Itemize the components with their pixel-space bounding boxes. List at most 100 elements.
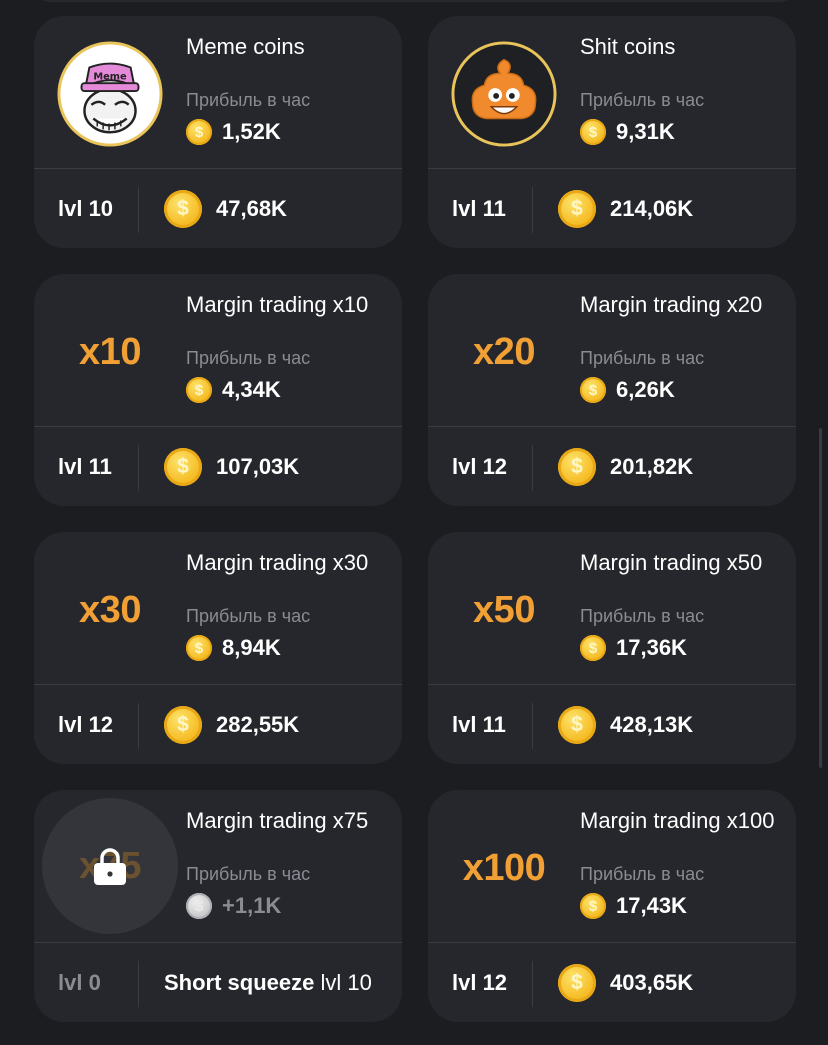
upgrade-price[interactable]: $ 107,03K xyxy=(164,427,299,506)
profit-row: $ 4,34K xyxy=(186,376,281,404)
card-title: Margin trading x100 xyxy=(580,808,775,833)
coin-icon: $ xyxy=(186,635,212,661)
vertical-divider xyxy=(532,445,533,491)
profit-value: 17,36K xyxy=(616,635,687,660)
level-label: lvl 12 xyxy=(452,969,508,995)
divider xyxy=(34,168,402,169)
coin-icon: $ xyxy=(580,377,606,403)
multiplier-label: x20 xyxy=(473,330,535,373)
upgrade-card-margin-x30[interactable]: x30 Margin trading x30 Прибыль в час $ 8… xyxy=(34,532,402,764)
profit-per-hour-label: Прибыль в час xyxy=(580,90,705,110)
coin-icon: $ xyxy=(186,377,212,403)
vertical-divider xyxy=(138,445,139,491)
profit-value: 17,43K xyxy=(616,893,687,918)
upgrade-card-margin-x20[interactable]: x20 Margin trading x20 Прибыль в час $ 6… xyxy=(428,274,796,506)
upgrade-price[interactable]: $ 428,13K xyxy=(558,685,693,764)
coin-icon: $ xyxy=(164,705,202,744)
vertical-divider xyxy=(532,187,533,233)
profit-row: $ 9,31K xyxy=(580,118,675,146)
upgrade-price[interactable]: $ 214,06K xyxy=(558,169,693,248)
card-title: Margin trading x20 xyxy=(580,292,763,317)
card-title: Margin trading x75 xyxy=(186,808,369,833)
multiplier-label: x50 xyxy=(473,588,535,631)
upgrade-card-margin-x75-locked[interactable]: x75 Margin trading x75 Прибыль в час $ +… xyxy=(34,790,402,1022)
coin-icon: $ xyxy=(558,705,596,744)
divider xyxy=(34,426,402,427)
level-label: lvl 11 xyxy=(452,711,506,737)
divider xyxy=(34,684,402,685)
multiplier-icon: x20 xyxy=(450,298,558,406)
multiplier-icon: x10 xyxy=(56,298,164,406)
poop-emoji-icon xyxy=(451,41,557,147)
meme-hat-label: Meme xyxy=(93,71,127,82)
card-title: Margin trading x30 xyxy=(186,550,369,575)
upgrade-card-meme-coins[interactable]: Meme Meme coins Прибыль в час $ 1,52K lv… xyxy=(34,16,402,248)
profit-per-hour-label: Прибыль в час xyxy=(186,864,311,884)
upgrade-card-margin-x50[interactable]: x50 Margin trading x50 Прибыль в час $ 1… xyxy=(428,532,796,764)
previous-card-edge xyxy=(34,0,796,2)
price-value: 282,55K xyxy=(216,711,300,737)
upgrade-price[interactable]: $ 282,55K xyxy=(164,685,299,764)
scrollbar[interactable] xyxy=(819,428,822,768)
vertical-divider xyxy=(138,961,139,1007)
upgrade-price[interactable]: $ 47,68K xyxy=(164,169,287,248)
vertical-divider xyxy=(138,187,139,233)
requirement-card-name: Short squeeze xyxy=(164,969,315,995)
coin-icon: $ xyxy=(558,189,596,228)
profit-per-hour-label: Прибыль в час xyxy=(186,606,311,626)
profit-row: $ +1,1K xyxy=(186,892,281,920)
divider xyxy=(428,426,796,427)
meme-coins-icon: Meme xyxy=(56,40,164,148)
multiplier-icon: x30 xyxy=(56,556,164,664)
level-label: lvl 0 xyxy=(58,969,101,995)
upgrade-card-margin-x100[interactable]: x100 Margin trading x100 Прибыль в час $… xyxy=(428,790,796,1022)
profit-per-hour-label: Прибыль в час xyxy=(186,348,311,368)
profit-per-hour-label: Прибыль в час xyxy=(580,348,705,368)
grey-coin-icon: $ xyxy=(186,893,212,919)
multiplier-icon: x50 xyxy=(450,556,558,664)
requirement-level: lvl 10 xyxy=(320,969,372,995)
multiplier-label: x10 xyxy=(79,330,141,373)
vertical-divider xyxy=(138,703,139,749)
profit-per-hour-label: Прибыль в час xyxy=(186,90,311,110)
card-title: Margin trading x50 xyxy=(580,550,763,575)
coin-icon: $ xyxy=(164,189,202,228)
divider xyxy=(34,942,402,943)
coin-icon: $ xyxy=(558,447,596,486)
profit-row: $ 1,52K xyxy=(186,118,281,146)
coin-icon: $ xyxy=(558,963,596,1002)
shit-coins-icon xyxy=(450,40,558,148)
lock-icon xyxy=(92,846,128,891)
multiplier-icon: x100 xyxy=(450,814,558,922)
level-label: lvl 12 xyxy=(58,711,114,737)
upgrade-card-shit-coins[interactable]: Shit coins Прибыль в час $ 9,31K lvl 11 … xyxy=(428,16,796,248)
price-value: 428,13K xyxy=(610,711,694,737)
profit-value: 6,26K xyxy=(616,377,675,402)
profit-value: 9,31K xyxy=(616,119,675,144)
profit-value: 4,34K xyxy=(222,377,281,402)
card-title: Margin trading x10 xyxy=(186,292,369,317)
profit-per-hour-label: Прибыль в час xyxy=(580,606,705,626)
level-label: lvl 12 xyxy=(452,453,508,479)
profit-row: $ 6,26K xyxy=(580,376,675,404)
locked-multiplier-icon: x75 xyxy=(42,798,178,934)
profit-row: $ 17,43K xyxy=(580,892,687,920)
coin-icon: $ xyxy=(580,635,606,661)
vertical-divider xyxy=(532,703,533,749)
vertical-divider xyxy=(532,961,533,1007)
upgrade-price[interactable]: $ 403,65K xyxy=(558,943,693,1022)
level-label: lvl 11 xyxy=(452,195,506,221)
card-title: Meme coins xyxy=(186,34,305,59)
troll-face-meme-icon: Meme xyxy=(57,41,163,147)
upgrade-card-margin-x10[interactable]: x10 Margin trading x10 Прибыль в час $ 4… xyxy=(34,274,402,506)
divider xyxy=(428,942,796,943)
profit-row: $ 8,94K xyxy=(186,634,281,662)
level-label: lvl 11 xyxy=(58,453,112,479)
profit-row: $ 17,36K xyxy=(580,634,687,662)
profit-value: 8,94K xyxy=(222,635,281,660)
card-title: Shit coins xyxy=(580,34,676,59)
divider xyxy=(428,168,796,169)
price-value: 403,65K xyxy=(610,969,694,995)
upgrade-price[interactable]: $ 201,82K xyxy=(558,427,693,506)
price-value: 201,82K xyxy=(610,453,694,479)
